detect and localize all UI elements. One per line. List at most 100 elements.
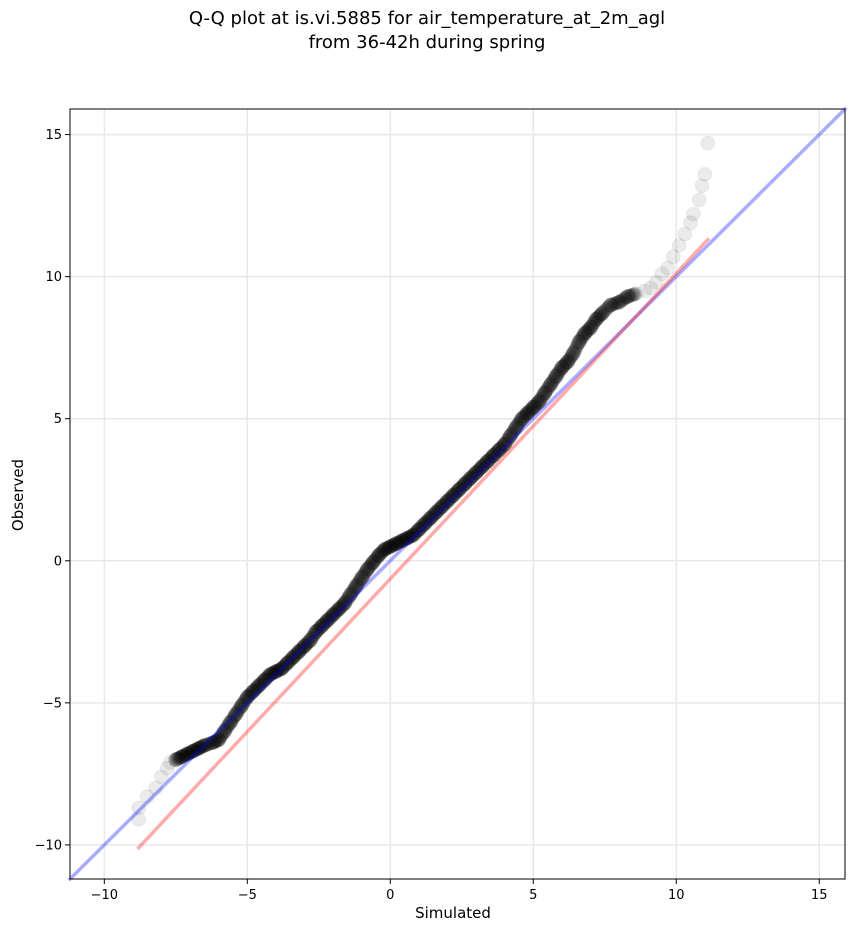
data-point (677, 226, 693, 242)
data-point (399, 530, 415, 546)
data-point (480, 453, 496, 469)
data-point (455, 478, 470, 493)
data-point (229, 705, 244, 720)
data-point (351, 575, 366, 590)
data-point (369, 550, 384, 565)
data-point (437, 496, 452, 511)
axes-frame (69, 108, 846, 880)
data-point (170, 751, 185, 766)
data-point (179, 746, 195, 762)
data-point (342, 587, 358, 603)
data-point (487, 447, 502, 462)
data-point (563, 350, 578, 365)
x-tick-label: 15 (811, 888, 828, 903)
data-point (538, 384, 553, 399)
data-point (430, 504, 445, 519)
data-point (525, 399, 541, 415)
data-point (490, 444, 505, 459)
data-point (537, 385, 553, 401)
data-point (413, 520, 428, 535)
data-point (387, 537, 402, 552)
data-point (596, 305, 611, 320)
data-point (389, 536, 404, 551)
data-point (230, 704, 245, 719)
data-point (242, 688, 257, 703)
data-point (227, 708, 242, 723)
data-point (159, 760, 175, 776)
data-point (256, 672, 272, 688)
data-point (546, 373, 561, 388)
data-point (186, 743, 201, 758)
data-point (264, 666, 279, 681)
data-point (477, 457, 492, 472)
data-point (577, 325, 593, 341)
data-point (297, 638, 313, 654)
data-point (565, 347, 580, 362)
data-point (466, 468, 481, 483)
data-point (450, 483, 465, 498)
data-point (417, 516, 433, 532)
data-point (602, 299, 617, 314)
data-point (296, 639, 311, 654)
data-point (348, 578, 364, 594)
data-point (319, 614, 334, 629)
data-point (292, 643, 307, 658)
identity-line (67, 106, 848, 882)
data-point (424, 510, 439, 525)
data-point (247, 682, 262, 697)
data-point (266, 666, 281, 681)
data-point (520, 405, 536, 421)
data-point (191, 740, 207, 756)
data-point (459, 475, 474, 490)
data-point (479, 455, 494, 470)
data-point (318, 615, 333, 630)
data-point (516, 409, 531, 424)
data-point (547, 371, 562, 386)
data-point (571, 334, 587, 350)
data-point (245, 685, 260, 700)
data-point (592, 309, 607, 324)
data-point (284, 652, 299, 667)
data-point (501, 431, 516, 446)
data-point (441, 493, 456, 508)
data-point (209, 733, 224, 748)
data-point (616, 292, 631, 307)
data-point (697, 166, 713, 182)
data-point (512, 414, 527, 429)
data-point (533, 391, 548, 406)
data-point (626, 287, 641, 302)
data-point (262, 668, 277, 683)
data-point (324, 609, 339, 624)
data-point (465, 469, 480, 484)
data-point (502, 428, 518, 444)
data-point (591, 310, 606, 325)
data-point (502, 430, 517, 445)
data-point (192, 740, 207, 755)
data-point (408, 526, 423, 541)
data-point (491, 442, 507, 458)
data-point (590, 311, 605, 326)
data-point (215, 727, 230, 742)
data-point (255, 675, 270, 690)
data-point (341, 590, 356, 605)
data-point (290, 645, 305, 660)
data-point (338, 594, 353, 609)
data-point (594, 306, 610, 322)
data-point (198, 737, 213, 752)
data-point (281, 655, 296, 670)
data-point (397, 532, 412, 547)
data-point (269, 664, 284, 679)
data-point (293, 642, 308, 657)
data-point (272, 662, 287, 677)
data-point (481, 453, 496, 468)
data-point (602, 297, 618, 313)
data-point (231, 702, 246, 717)
data-point (245, 683, 261, 699)
data-point (467, 467, 482, 482)
data-point (600, 300, 615, 315)
data-point (587, 315, 602, 330)
data-point (218, 722, 233, 737)
data-point (444, 490, 459, 505)
data-point (315, 618, 330, 633)
data-point (470, 463, 485, 478)
